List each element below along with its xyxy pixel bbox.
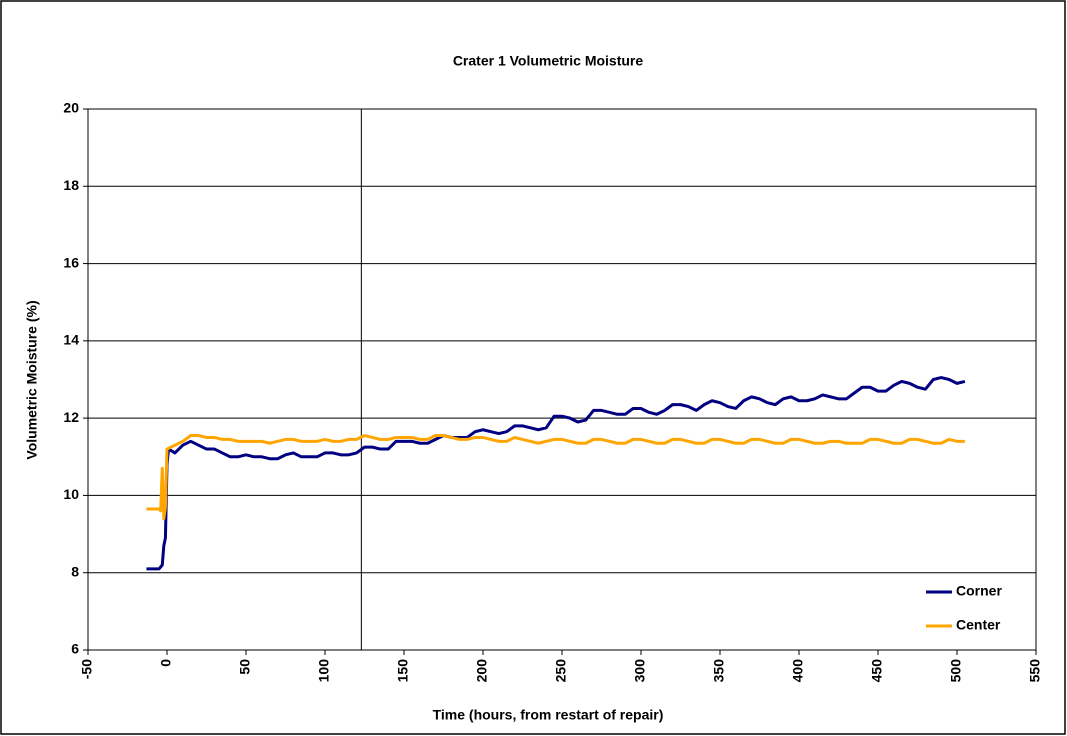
legend-label: Corner [956,583,1002,599]
x-axis-label: Time (hours, from restart of repair) [433,707,664,723]
y-tick-label: 8 [71,563,79,579]
chart-title: Crater 1 Volumetric Moisture [453,53,644,69]
data-line [146,434,965,521]
y-tick-label: 6 [71,641,79,657]
plot-area [87,108,1037,651]
x-tick-label: 250 [553,659,569,683]
y-tick-label: 20 [63,100,79,116]
y-tick-label: 16 [63,254,79,270]
x-tick-label: 500 [948,659,964,683]
x-tick-label: 300 [632,659,648,683]
x-tick-label: -50 [79,659,95,679]
x-tick-label: 150 [395,659,411,683]
y-tick-label: 18 [63,177,79,193]
y-tick-label: 10 [63,486,79,502]
x-tick-label: 450 [869,659,885,683]
y-tick-label: 12 [63,409,79,425]
legend-label: Center [956,617,1001,633]
x-tick-label: 200 [474,659,490,683]
y-tick-label: 14 [63,332,79,348]
x-tick-label: 100 [316,659,332,683]
data-line [146,376,966,571]
x-tick-label: 0 [158,659,174,667]
x-tick-label: 350 [711,659,727,683]
y-axis-label: Volumetric Moisture (%) [24,300,40,459]
x-tick-label: 550 [1027,659,1043,683]
x-tick-label: 400 [790,659,806,683]
x-tick-label: 50 [237,659,253,675]
